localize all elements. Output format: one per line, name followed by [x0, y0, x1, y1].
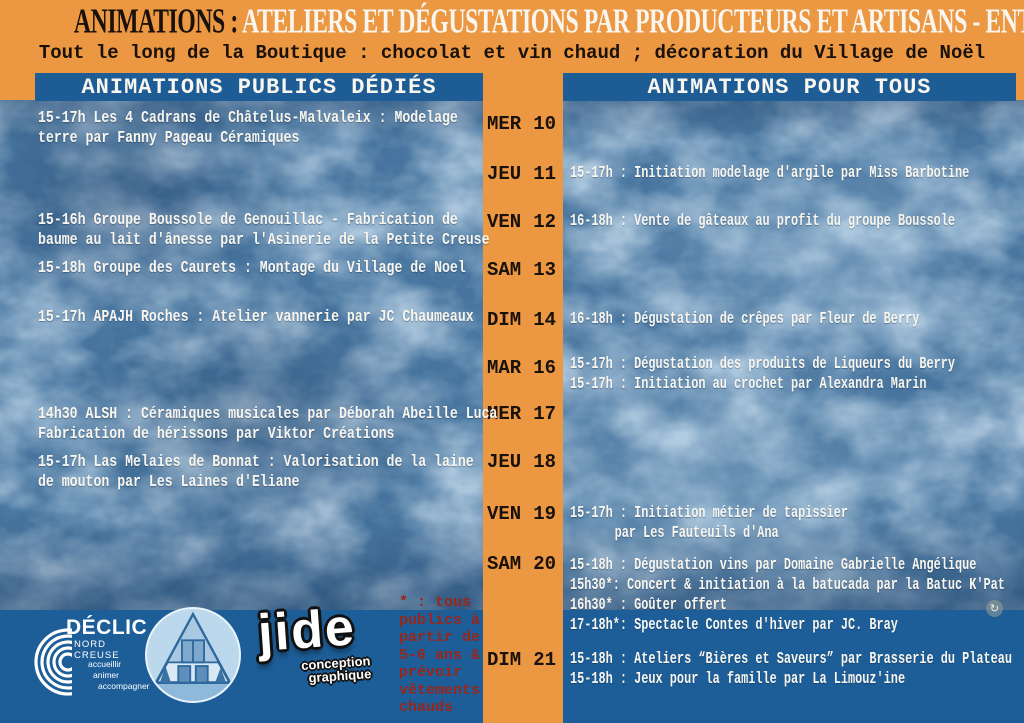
jide-logo: jide conception graphique: [256, 596, 374, 718]
event-item: 15-17h : Initiation modelage d'argile pa…: [570, 163, 970, 182]
event-item: 15-17h Las Melaies de Bonnat : Valorisat…: [38, 452, 474, 491]
date-mar-16: MAR 16: [487, 357, 556, 379]
event-item: 15-17h Les 4 Cadrans de Châtelus-Malvale…: [38, 108, 458, 147]
watermark-icon: ↻: [986, 600, 1003, 617]
date-column: [483, 0, 563, 723]
event-item: 15-18h : Dégustation vins par Domaine Ga…: [570, 555, 1005, 634]
date-dim-21: DIM 21: [487, 649, 556, 671]
declic-logo: DÉCLIC NORD CREUSE accueillir animer acc…: [30, 612, 150, 712]
left-column-header: ANIMATIONS PUBLICS DÉDIÉS: [35, 73, 483, 101]
title-main: ATELIERS ET DÉGUSTATIONS PAR PRODUCTEURS…: [241, 1, 1024, 41]
date-sam-13: SAM 13: [487, 259, 556, 281]
date-mer-17: MER 17: [487, 403, 556, 425]
event-item: 15-18h Groupe des Caurets : Montage du V…: [38, 258, 466, 277]
event-item: 14h30 ALSH : Céramiques musicales par Dé…: [38, 404, 498, 443]
date-mer-10: MER 10: [487, 113, 556, 135]
age-note: * : tous publics à partir de 5-6 ans & p…: [399, 594, 481, 716]
event-item: 15-17h : Dégustation des produits de Liq…: [570, 354, 955, 393]
event-item: 15-16h Groupe Boussole de Genouillac - F…: [38, 210, 490, 249]
poster-title: ANIMATIONS : ATELIERS ET DÉGUSTATIONS PA…: [0, 2, 1024, 40]
title-lead: ANIMATIONS :: [73, 1, 238, 41]
date-jeu-11: JEU 11: [487, 163, 556, 185]
date-sam-20: SAM 20: [487, 553, 556, 575]
house-icon: [147, 611, 239, 701]
poster-subtitle: Tout le long de la Boutique : chocolat e…: [38, 42, 986, 64]
right-column-header: ANIMATIONS POUR TOUS: [563, 73, 1016, 101]
declic-name: DÉCLIC: [66, 616, 148, 639]
house-photo: [145, 607, 241, 703]
event-item: 16-18h : Vente de gâteaux au profit du g…: [570, 211, 955, 230]
date-ven-12: VEN 12: [487, 211, 556, 233]
declic-region: NORD CREUSE: [74, 639, 120, 661]
date-jeu-18: JEU 18: [487, 451, 556, 473]
declic-arcs-icon: [34, 628, 72, 696]
event-item: 16-18h : Dégustation de crêpes par Fleur…: [570, 309, 920, 328]
date-ven-19: VEN 19: [487, 503, 556, 525]
event-item: 15-17h : Initiation métier de tapissier …: [570, 503, 849, 542]
date-dim-14: DIM 14: [487, 309, 556, 331]
event-item: 15-17h APAJH Roches : Atelier vannerie p…: [38, 307, 474, 326]
event-item: 15-18h : Ateliers “Bières et Saveurs” pa…: [570, 649, 1013, 688]
